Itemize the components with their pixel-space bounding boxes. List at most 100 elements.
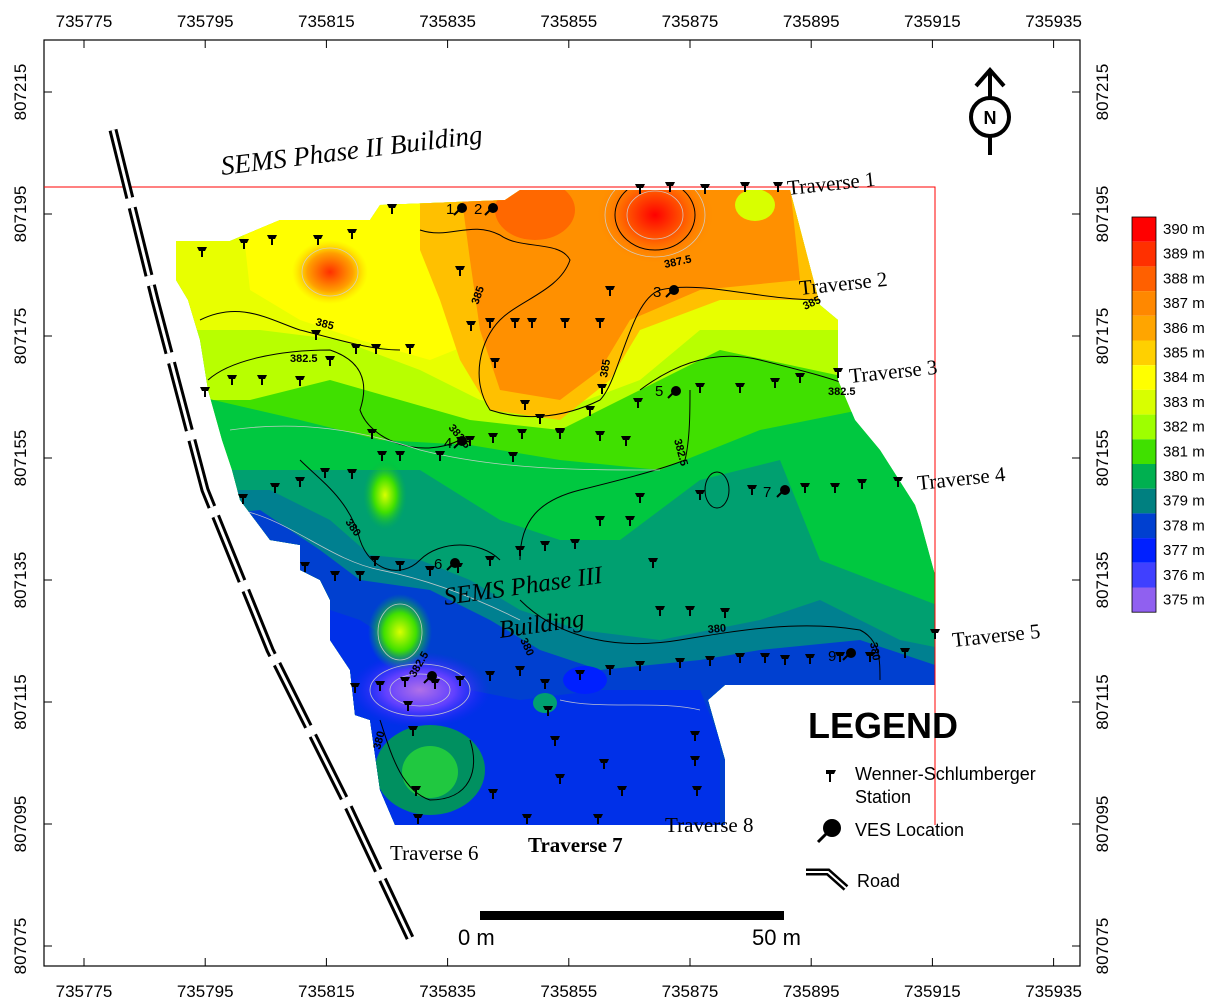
x-tick-label: 735915: [904, 982, 961, 1001]
station-pin-icon: [617, 786, 627, 796]
x-tick-label: 735795: [177, 12, 234, 31]
minor-contour-lines: [229, 190, 706, 717]
contour-label: 380: [867, 641, 882, 661]
station-pin-icon: [555, 774, 565, 784]
station-pin-icon: [267, 235, 277, 245]
station-pin-icon: [575, 670, 585, 680]
colorbar-swatch: [1132, 217, 1156, 242]
station-pin-icon: [455, 676, 465, 686]
station-pin-icon: [197, 247, 207, 257]
station-pin-icon: [695, 490, 705, 500]
station-pin-icon: [599, 759, 609, 769]
ves-markers: [423, 203, 856, 684]
station-pin-icon: [780, 655, 790, 665]
station-pin-icon: [430, 679, 440, 689]
station-pin-icon: [830, 483, 840, 493]
station-pin-icon: [515, 546, 525, 556]
x-tick-label: 735775: [56, 982, 113, 1001]
ves-number: 1: [446, 201, 454, 218]
station-pin-icon: [857, 479, 867, 489]
road: [108, 128, 415, 940]
colorbar-label: 379 m: [1163, 493, 1205, 510]
colorbar-label: 387 m: [1163, 295, 1205, 312]
traverse-7-label: Traverse 7: [528, 833, 623, 857]
station-pin-icon: [900, 648, 910, 658]
y-tick-label: 807135: [1093, 552, 1112, 609]
colorbar-label: 388 m: [1163, 270, 1205, 287]
station-pin-icon: [370, 556, 380, 566]
station-pin-icon: [227, 375, 237, 385]
ves-marker-stem: [665, 290, 673, 298]
station-pin-icon: [893, 477, 903, 487]
colorbar-swatch: [1132, 266, 1156, 292]
contour-label: 385: [470, 285, 488, 306]
station-pin-icon: [350, 683, 360, 693]
ves-marker-stem: [423, 676, 431, 684]
station-pin-icon: [635, 661, 645, 671]
station-pin-icon: [270, 483, 280, 493]
colorbar-label: 386 m: [1163, 320, 1205, 337]
x-axis-bottom: 735775 735795 735815 735835 735855 735875 7358…: [56, 958, 1082, 1001]
colorbar-label: 381 m: [1163, 443, 1205, 460]
x-tick-label: 735855: [540, 12, 597, 31]
station-pin-icon: [413, 814, 423, 824]
station-pin-icon: [257, 375, 267, 385]
y-tick-label: 807075: [1093, 918, 1112, 975]
station-pin-icon: [295, 376, 305, 386]
colorbar-swatch: [1132, 389, 1156, 415]
station-pin-icon: [466, 321, 476, 331]
colorbar-label: 383 m: [1163, 394, 1205, 411]
y-tick-label: 807155: [11, 430, 30, 487]
station-pin-icon: [635, 184, 645, 194]
y-tick-label: 807075: [11, 918, 30, 975]
colorbar-swatch: [1132, 315, 1156, 341]
station-pin-icon: [595, 318, 605, 328]
station-pin-icon: [535, 414, 545, 424]
station-pin-icon: [690, 756, 700, 766]
ves-marker-stem: [776, 490, 784, 498]
station-pin-icon: [355, 571, 365, 581]
station-pin-icon: [485, 318, 495, 328]
station-pin-icon: [735, 653, 745, 663]
station-pin-icon: [347, 469, 357, 479]
station-pin-icon: [515, 666, 525, 676]
x-tick-label: 735875: [662, 12, 719, 31]
y-tick-label: 807135: [11, 552, 30, 609]
y-tick-label: 807215: [11, 64, 30, 121]
north-label: N: [984, 108, 997, 128]
x-tick-label: 735855: [540, 982, 597, 1001]
legend-ves-label: VES Location: [855, 820, 964, 840]
station-pin-icon: [835, 652, 845, 662]
station-pin-icon: [517, 429, 527, 439]
y-tick-label: 807215: [1093, 64, 1112, 121]
station-pin-icon: [621, 436, 631, 446]
station-pin-icon: [826, 770, 836, 782]
station-pin-icon: [395, 561, 405, 571]
station-pin-icon: [585, 406, 595, 416]
x-tick-label: 735815: [298, 982, 355, 1001]
station-pin-icon: [597, 384, 607, 394]
station-pin-icon: [520, 400, 530, 410]
station-pin-icon: [508, 452, 518, 462]
station-pin-icon: [320, 468, 330, 478]
station-pin-icon: [435, 451, 445, 461]
y-tick-label: 807195: [1093, 186, 1112, 243]
colorbar-swatch: [1132, 464, 1156, 489]
station-pin-icon: [367, 429, 377, 439]
ves-number: 4: [444, 435, 452, 452]
colorbar-label: 390 m: [1163, 221, 1205, 238]
y-axis-left: 807215 807195 807175 807155 807135 807115 8070…: [11, 64, 52, 975]
colorbar-label: 389 m: [1163, 246, 1205, 263]
station-pin-icon: [570, 539, 580, 549]
colorbar-swatch: [1132, 291, 1156, 316]
legend-title: LEGEND: [808, 705, 958, 746]
station-pin-icon: [593, 814, 603, 824]
station-pin-icon: [747, 485, 757, 495]
station-pin-icon: [795, 373, 805, 383]
colorbar-swatch: [1132, 241, 1156, 267]
station-pin-icon: [648, 558, 658, 568]
station-pin-icon: [540, 679, 550, 689]
contour-value-labels: 387.5 385 385 385 382.5 382.5 382.5 382.…: [290, 253, 882, 750]
station-pin-icon: [488, 433, 498, 443]
